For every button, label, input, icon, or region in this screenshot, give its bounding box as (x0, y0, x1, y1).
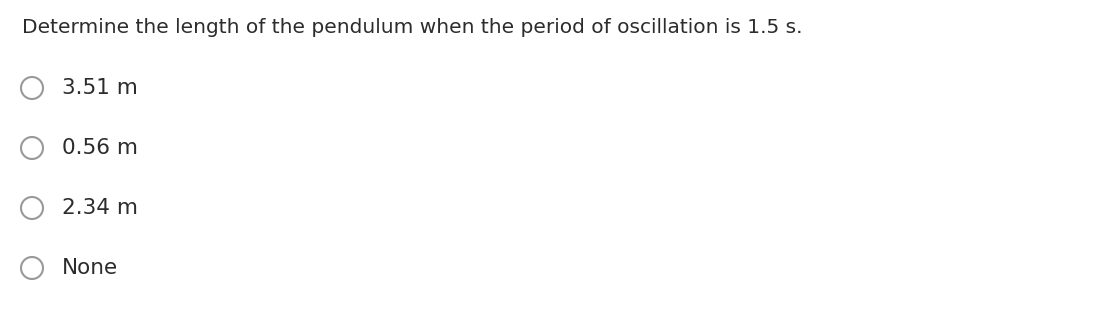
Text: None: None (62, 258, 118, 278)
Text: 2.34 m: 2.34 m (62, 198, 138, 218)
Text: Determine the length of the pendulum when the period of oscillation is 1.5 s.: Determine the length of the pendulum whe… (22, 18, 803, 37)
Text: 3.51 m: 3.51 m (62, 78, 138, 98)
Text: 0.56 m: 0.56 m (62, 138, 138, 158)
